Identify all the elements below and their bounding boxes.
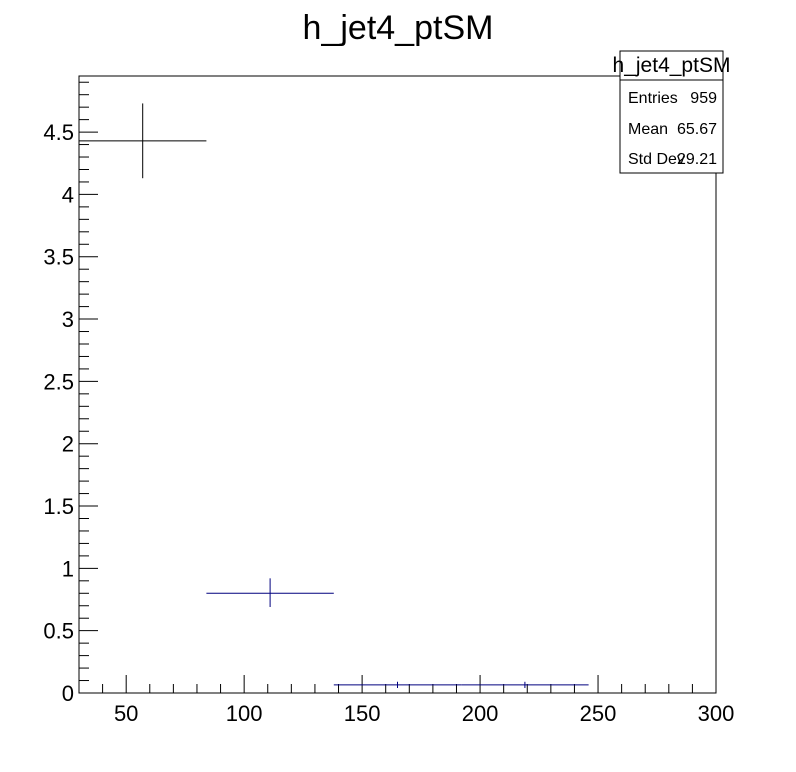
stats-mean-label: Mean — [628, 121, 668, 138]
chart-title: h_jet4_ptSM — [303, 9, 494, 47]
data-point — [461, 681, 589, 689]
stats-stddev-value: 29.21 — [677, 151, 717, 168]
y-tick-label: 0 — [62, 681, 74, 706]
y-tick-label: 1.5 — [43, 494, 74, 519]
x-tick-label: 50 — [114, 701, 138, 726]
data-points — [79, 103, 589, 689]
stats-box: h_jet4_ptSM Entries 959 Mean 65.67 Std D… — [613, 50, 731, 174]
x-tick-label: 100 — [226, 701, 263, 726]
stats-stddev-label: Std Dev — [628, 151, 685, 168]
y-axis: 0 0.5 1 1.5 2 2.5 3 3.5 4 4.5 — [43, 81, 98, 706]
x-tick-label: 300 — [698, 701, 735, 726]
y-tick-label: 2.5 — [43, 369, 74, 394]
stats-box-title: h_jet4_ptSM — [613, 54, 731, 77]
y-tick-label: 4.5 — [43, 120, 74, 145]
data-point — [79, 103, 207, 179]
x-axis: 50 100 150 200 250 300 — [102, 675, 735, 726]
y-tick-label: 0.5 — [43, 619, 74, 644]
y-tick-label: 2 — [62, 432, 74, 457]
data-point — [333, 681, 462, 689]
y-tick-label: 4 — [62, 182, 74, 207]
data-point — [206, 578, 334, 607]
stats-entries-label: Entries — [628, 90, 678, 107]
x-tick-label: 200 — [462, 701, 499, 726]
y-tick-label: 3.5 — [43, 245, 74, 270]
x-tick-label: 150 — [344, 701, 381, 726]
x-tick-label: 250 — [580, 701, 617, 726]
stats-mean-value: 65.67 — [677, 121, 717, 138]
y-tick-label: 1 — [62, 556, 74, 581]
plot-frame — [78, 75, 717, 694]
y-tick-label: 3 — [62, 307, 74, 332]
stats-entries-value: 959 — [690, 90, 717, 107]
stats-box-frame — [619, 50, 724, 174]
